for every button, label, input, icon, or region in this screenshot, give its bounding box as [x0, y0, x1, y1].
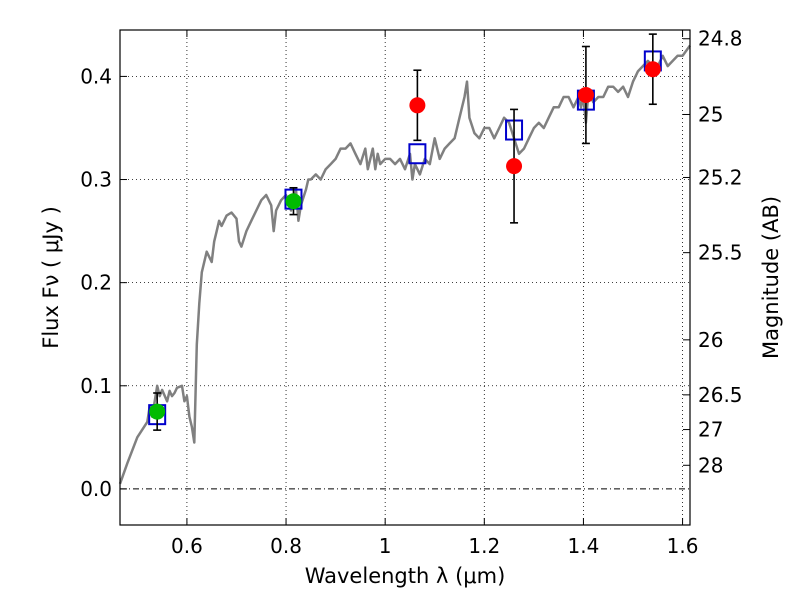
photometry-point — [409, 97, 426, 114]
right-tick-label: 26.5 — [698, 383, 743, 407]
photometry-point — [644, 61, 661, 78]
right-tick-label: 25 — [698, 102, 723, 126]
right-tick-label: 25.5 — [698, 241, 743, 265]
photometry-point — [506, 158, 523, 175]
series-layer — [118, 33, 692, 485]
y-tick-label: 0.1 — [80, 374, 112, 398]
photometry-point — [577, 86, 594, 103]
x-tick-label: 1.2 — [468, 534, 500, 558]
photometry-point — [149, 403, 166, 420]
y-tick-label: 0.4 — [80, 64, 112, 88]
y-tick-label: 0.3 — [80, 168, 112, 192]
x-axis-label: Wavelength λ (μm) — [305, 564, 506, 588]
axis-ticks: 0.6 0.8 1 1.2 1.4 1.6 0.0 0.1 0.2 0.3 0.4 24.8 25 25.… — [80, 27, 742, 558]
right-tick-label: 26 — [698, 328, 723, 352]
x-tick-label: 1 — [379, 534, 392, 558]
right-tick-label: 28 — [698, 453, 723, 477]
right-tick-label: 27 — [698, 418, 723, 442]
x-tick-label: 1.4 — [568, 534, 600, 558]
x-tick-label: 1.6 — [667, 534, 699, 558]
x-tick-label: 0.8 — [270, 534, 302, 558]
grid — [120, 30, 690, 525]
y-tick-label: 0.2 — [80, 271, 112, 295]
y-axis-label: Flux Fν ( μJy ) — [39, 206, 63, 349]
plot-frame — [119, 29, 691, 526]
right-tick-label: 25.2 — [698, 165, 743, 189]
model-square-marker — [408, 143, 427, 165]
y-tick-label: 0.0 — [80, 477, 112, 501]
right-axis-label: Magnitude (AB) — [759, 196, 783, 359]
x-tick-label: 0.6 — [171, 534, 203, 558]
photometry-point — [285, 193, 302, 210]
right-tick-label: 24.8 — [698, 27, 743, 51]
